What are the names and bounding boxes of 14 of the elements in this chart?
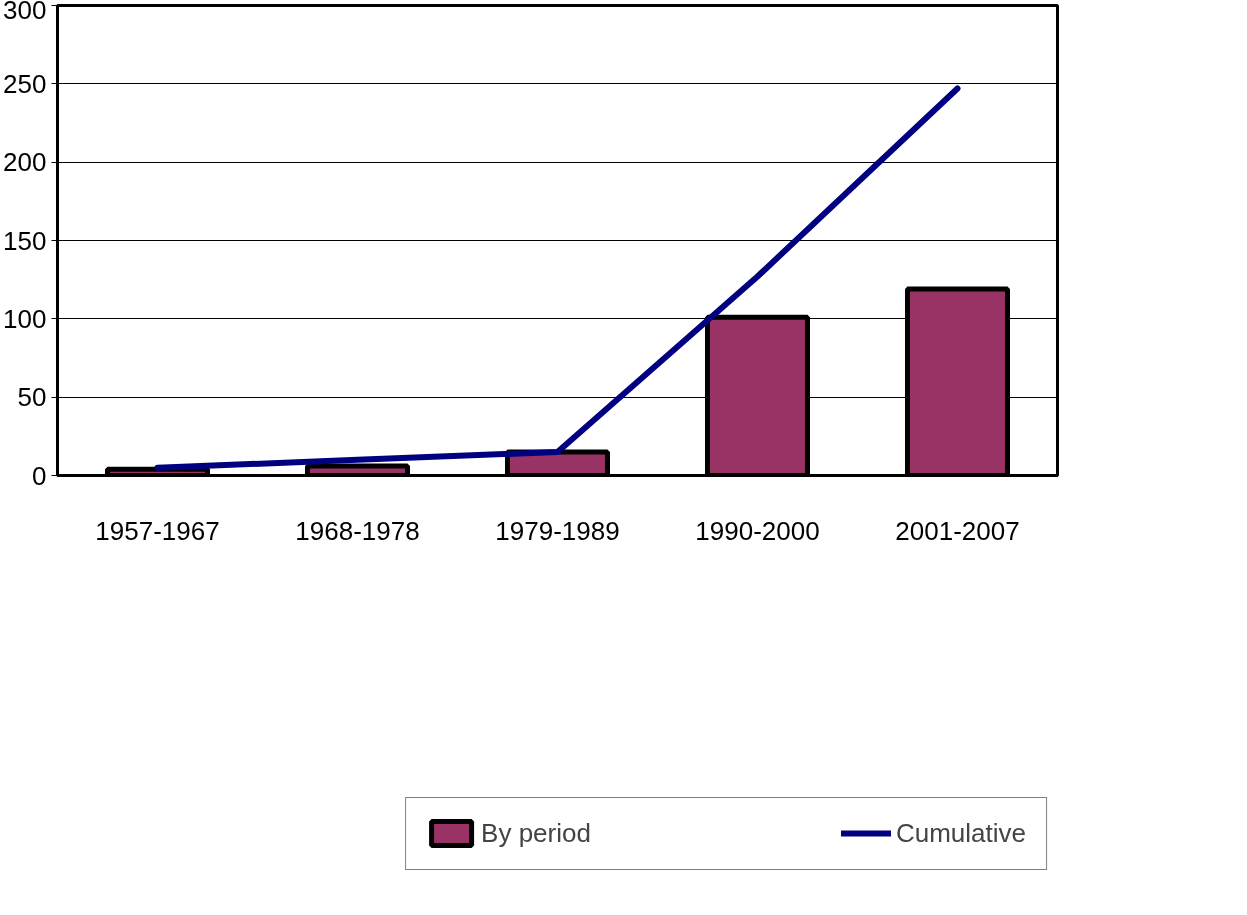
legend-label: Cumulative (895, 817, 1026, 849)
x-tick-label: 1979-1989 (495, 515, 620, 546)
x-tick-label: 1990-2000 (695, 515, 820, 546)
x-tick-label: 1957-1967 (95, 515, 220, 546)
x-tick-label: 1968-1978 (295, 515, 420, 546)
y-tick-label: 250 (3, 68, 47, 99)
y-tick-label: 300 (3, 0, 47, 25)
y-tick-label: 150 (3, 225, 47, 256)
y-tick-label: 100 (3, 303, 47, 334)
y-tick-label: 200 (3, 147, 47, 178)
y-tick-label: 0 (32, 460, 47, 491)
x-tick-label: 2001-2007 (895, 515, 1020, 546)
legend-label: By period (481, 817, 591, 849)
y-tick-label: 50 (17, 382, 47, 413)
